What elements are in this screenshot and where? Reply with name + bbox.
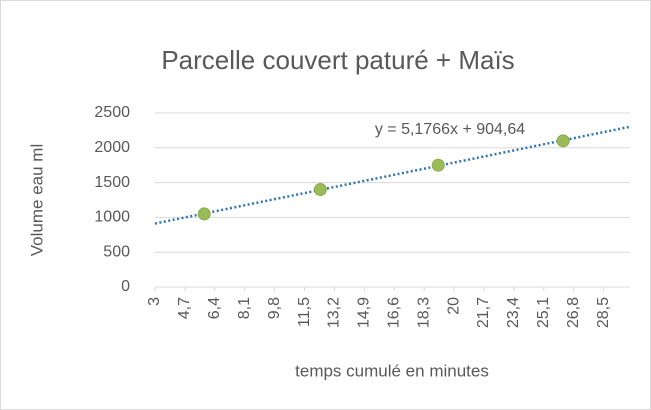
x-tick-label: 11,5: [296, 297, 313, 327]
data-point: [431, 158, 445, 172]
y-tick-label: 1000: [94, 209, 130, 226]
x-tick-label: 4,7: [176, 297, 193, 319]
data-point: [556, 134, 570, 148]
x-tick-label: 6,4: [206, 297, 223, 319]
y-tick-label: 2000: [94, 139, 130, 156]
x-tick-label: 16,6: [385, 297, 402, 328]
x-tick-label: 13,2: [326, 297, 343, 328]
x-tick-label: 23,4: [505, 297, 522, 328]
x-tick-label: 8,1: [236, 297, 253, 319]
y-tick-label: 2500: [94, 104, 130, 121]
y-tick-label: 500: [103, 243, 130, 260]
data-point: [197, 207, 211, 221]
x-tick-label: 3: [146, 297, 163, 306]
x-tick-label: 26,8: [565, 297, 582, 328]
x-tick-label: 18,3: [415, 297, 432, 328]
x-tick-label: 25,1: [535, 297, 552, 328]
x-tick-label: 28,5: [595, 297, 612, 328]
x-axis-title: temps cumulé en minutes: [295, 361, 489, 380]
chart-title: Parcelle couvert paturé + Maïs: [161, 45, 514, 75]
x-tick-label: 9,8: [266, 297, 283, 319]
trendline-equation: y = 5,1766x + 904,64: [375, 121, 525, 138]
y-tick-label: 0: [121, 278, 130, 295]
y-tick-label: 1500: [94, 174, 130, 191]
data-point: [313, 183, 327, 197]
x-tick-label: 20: [445, 297, 462, 315]
x-tick-label: 21,7: [475, 297, 492, 328]
y-axis-title: Volume eau ml: [27, 144, 46, 256]
x-tick-label: 14,9: [356, 297, 373, 328]
